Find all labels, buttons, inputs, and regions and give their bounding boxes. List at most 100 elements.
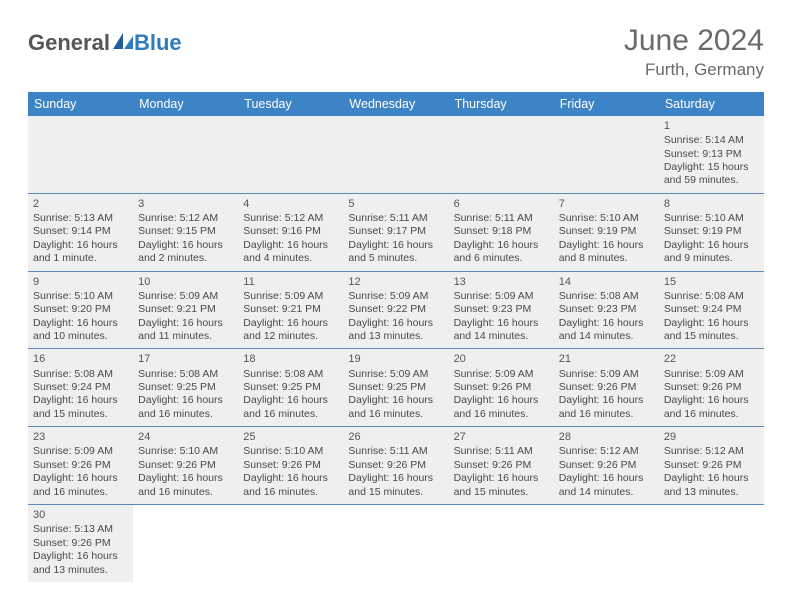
day-number: 30 bbox=[33, 508, 128, 522]
sunset-text: Sunset: 9:26 PM bbox=[664, 459, 759, 472]
daylight-text: Daylight: 16 hours and 6 minutes. bbox=[454, 239, 549, 266]
calendar-cell: 22Sunrise: 5:09 AMSunset: 9:26 PMDayligh… bbox=[659, 349, 764, 427]
day-number: 29 bbox=[664, 430, 759, 444]
calendar-cell bbox=[133, 505, 238, 582]
sunset-text: Sunset: 9:26 PM bbox=[243, 459, 338, 472]
sunset-text: Sunset: 9:26 PM bbox=[33, 459, 128, 472]
daylight-text: Daylight: 16 hours and 14 minutes. bbox=[454, 317, 549, 344]
month-title: June 2024 bbox=[624, 24, 764, 58]
sunrise-text: Sunrise: 5:11 AM bbox=[454, 445, 549, 458]
weekday-header: Sunday bbox=[28, 92, 133, 116]
weekday-header-row: Sunday Monday Tuesday Wednesday Thursday… bbox=[28, 92, 764, 116]
calendar-cell bbox=[343, 116, 448, 193]
sunrise-text: Sunrise: 5:08 AM bbox=[33, 368, 128, 381]
day-number: 14 bbox=[559, 275, 654, 289]
sunrise-text: Sunrise: 5:10 AM bbox=[243, 445, 338, 458]
weekday-header: Friday bbox=[554, 92, 659, 116]
sunrise-text: Sunrise: 5:12 AM bbox=[243, 212, 338, 225]
sunset-text: Sunset: 9:23 PM bbox=[454, 303, 549, 316]
calendar-cell: 14Sunrise: 5:08 AMSunset: 9:23 PMDayligh… bbox=[554, 271, 659, 349]
calendar-cell bbox=[343, 505, 448, 582]
calendar-cell: 17Sunrise: 5:08 AMSunset: 9:25 PMDayligh… bbox=[133, 349, 238, 427]
calendar-cell: 6Sunrise: 5:11 AMSunset: 9:18 PMDaylight… bbox=[449, 193, 554, 271]
calendar-week-row: 9Sunrise: 5:10 AMSunset: 9:20 PMDaylight… bbox=[28, 271, 764, 349]
sunrise-text: Sunrise: 5:11 AM bbox=[348, 212, 443, 225]
sunrise-text: Sunrise: 5:09 AM bbox=[243, 290, 338, 303]
logo-text-2: Blue bbox=[134, 30, 182, 56]
day-number: 2 bbox=[33, 197, 128, 211]
day-number: 27 bbox=[454, 430, 549, 444]
daylight-text: Daylight: 16 hours and 15 minutes. bbox=[33, 394, 128, 421]
title-block: June 2024 Furth, Germany bbox=[624, 24, 764, 80]
daylight-text: Daylight: 16 hours and 15 minutes. bbox=[664, 317, 759, 344]
sunrise-text: Sunrise: 5:08 AM bbox=[664, 290, 759, 303]
calendar-cell: 5Sunrise: 5:11 AMSunset: 9:17 PMDaylight… bbox=[343, 193, 448, 271]
daylight-text: Daylight: 16 hours and 8 minutes. bbox=[559, 239, 654, 266]
calendar-cell bbox=[449, 116, 554, 193]
weekday-header: Thursday bbox=[449, 92, 554, 116]
calendar-cell: 3Sunrise: 5:12 AMSunset: 9:15 PMDaylight… bbox=[133, 193, 238, 271]
daylight-text: Daylight: 16 hours and 1 minute. bbox=[33, 239, 128, 266]
sunset-text: Sunset: 9:19 PM bbox=[664, 225, 759, 238]
weekday-header: Monday bbox=[133, 92, 238, 116]
sunrise-text: Sunrise: 5:14 AM bbox=[664, 134, 759, 147]
sunset-text: Sunset: 9:25 PM bbox=[138, 381, 233, 394]
daylight-text: Daylight: 16 hours and 13 minutes. bbox=[348, 317, 443, 344]
day-number: 10 bbox=[138, 275, 233, 289]
sunset-text: Sunset: 9:26 PM bbox=[33, 537, 128, 550]
daylight-text: Daylight: 16 hours and 4 minutes. bbox=[243, 239, 338, 266]
calendar-cell: 28Sunrise: 5:12 AMSunset: 9:26 PMDayligh… bbox=[554, 427, 659, 505]
sunrise-text: Sunrise: 5:09 AM bbox=[454, 368, 549, 381]
logo: General Blue bbox=[28, 30, 182, 56]
calendar-cell: 8Sunrise: 5:10 AMSunset: 9:19 PMDaylight… bbox=[659, 193, 764, 271]
sunrise-text: Sunrise: 5:13 AM bbox=[33, 523, 128, 536]
day-number: 26 bbox=[348, 430, 443, 444]
calendar-week-row: 30Sunrise: 5:13 AMSunset: 9:26 PMDayligh… bbox=[28, 505, 764, 582]
sunrise-text: Sunrise: 5:09 AM bbox=[33, 445, 128, 458]
calendar-table: Sunday Monday Tuesday Wednesday Thursday… bbox=[28, 92, 764, 582]
sunrise-text: Sunrise: 5:10 AM bbox=[33, 290, 128, 303]
sunrise-text: Sunrise: 5:09 AM bbox=[348, 368, 443, 381]
calendar-cell bbox=[133, 116, 238, 193]
calendar-week-row: 23Sunrise: 5:09 AMSunset: 9:26 PMDayligh… bbox=[28, 427, 764, 505]
sunrise-text: Sunrise: 5:08 AM bbox=[559, 290, 654, 303]
sunset-text: Sunset: 9:26 PM bbox=[454, 459, 549, 472]
sunset-text: Sunset: 9:26 PM bbox=[454, 381, 549, 394]
daylight-text: Daylight: 16 hours and 16 minutes. bbox=[33, 472, 128, 499]
calendar-week-row: 1Sunrise: 5:14 AMSunset: 9:13 PMDaylight… bbox=[28, 116, 764, 193]
daylight-text: Daylight: 16 hours and 14 minutes. bbox=[559, 317, 654, 344]
sunrise-text: Sunrise: 5:09 AM bbox=[138, 290, 233, 303]
sunset-text: Sunset: 9:15 PM bbox=[138, 225, 233, 238]
header: General Blue June 2024 Furth, Germany bbox=[28, 24, 764, 80]
calendar-cell: 24Sunrise: 5:10 AMSunset: 9:26 PMDayligh… bbox=[133, 427, 238, 505]
day-number: 8 bbox=[664, 197, 759, 211]
sunrise-text: Sunrise: 5:08 AM bbox=[138, 368, 233, 381]
day-number: 23 bbox=[33, 430, 128, 444]
weekday-header: Saturday bbox=[659, 92, 764, 116]
sunrise-text: Sunrise: 5:12 AM bbox=[559, 445, 654, 458]
sunset-text: Sunset: 9:18 PM bbox=[454, 225, 549, 238]
sunset-text: Sunset: 9:17 PM bbox=[348, 225, 443, 238]
day-number: 9 bbox=[33, 275, 128, 289]
calendar-week-row: 2Sunrise: 5:13 AMSunset: 9:14 PMDaylight… bbox=[28, 193, 764, 271]
calendar-week-row: 16Sunrise: 5:08 AMSunset: 9:24 PMDayligh… bbox=[28, 349, 764, 427]
sunrise-text: Sunrise: 5:08 AM bbox=[243, 368, 338, 381]
sunrise-text: Sunrise: 5:09 AM bbox=[664, 368, 759, 381]
daylight-text: Daylight: 16 hours and 15 minutes. bbox=[454, 472, 549, 499]
sunset-text: Sunset: 9:26 PM bbox=[664, 381, 759, 394]
day-number: 25 bbox=[243, 430, 338, 444]
day-number: 3 bbox=[138, 197, 233, 211]
calendar-cell bbox=[449, 505, 554, 582]
daylight-text: Daylight: 16 hours and 16 minutes. bbox=[348, 394, 443, 421]
sunrise-text: Sunrise: 5:12 AM bbox=[664, 445, 759, 458]
sunset-text: Sunset: 9:25 PM bbox=[243, 381, 338, 394]
weekday-header: Tuesday bbox=[238, 92, 343, 116]
sunset-text: Sunset: 9:19 PM bbox=[559, 225, 654, 238]
calendar-cell: 27Sunrise: 5:11 AMSunset: 9:26 PMDayligh… bbox=[449, 427, 554, 505]
location: Furth, Germany bbox=[624, 60, 764, 80]
daylight-text: Daylight: 16 hours and 13 minutes. bbox=[33, 550, 128, 577]
calendar-cell: 25Sunrise: 5:10 AMSunset: 9:26 PMDayligh… bbox=[238, 427, 343, 505]
sunset-text: Sunset: 9:26 PM bbox=[138, 459, 233, 472]
calendar-cell: 23Sunrise: 5:09 AMSunset: 9:26 PMDayligh… bbox=[28, 427, 133, 505]
day-number: 18 bbox=[243, 352, 338, 366]
